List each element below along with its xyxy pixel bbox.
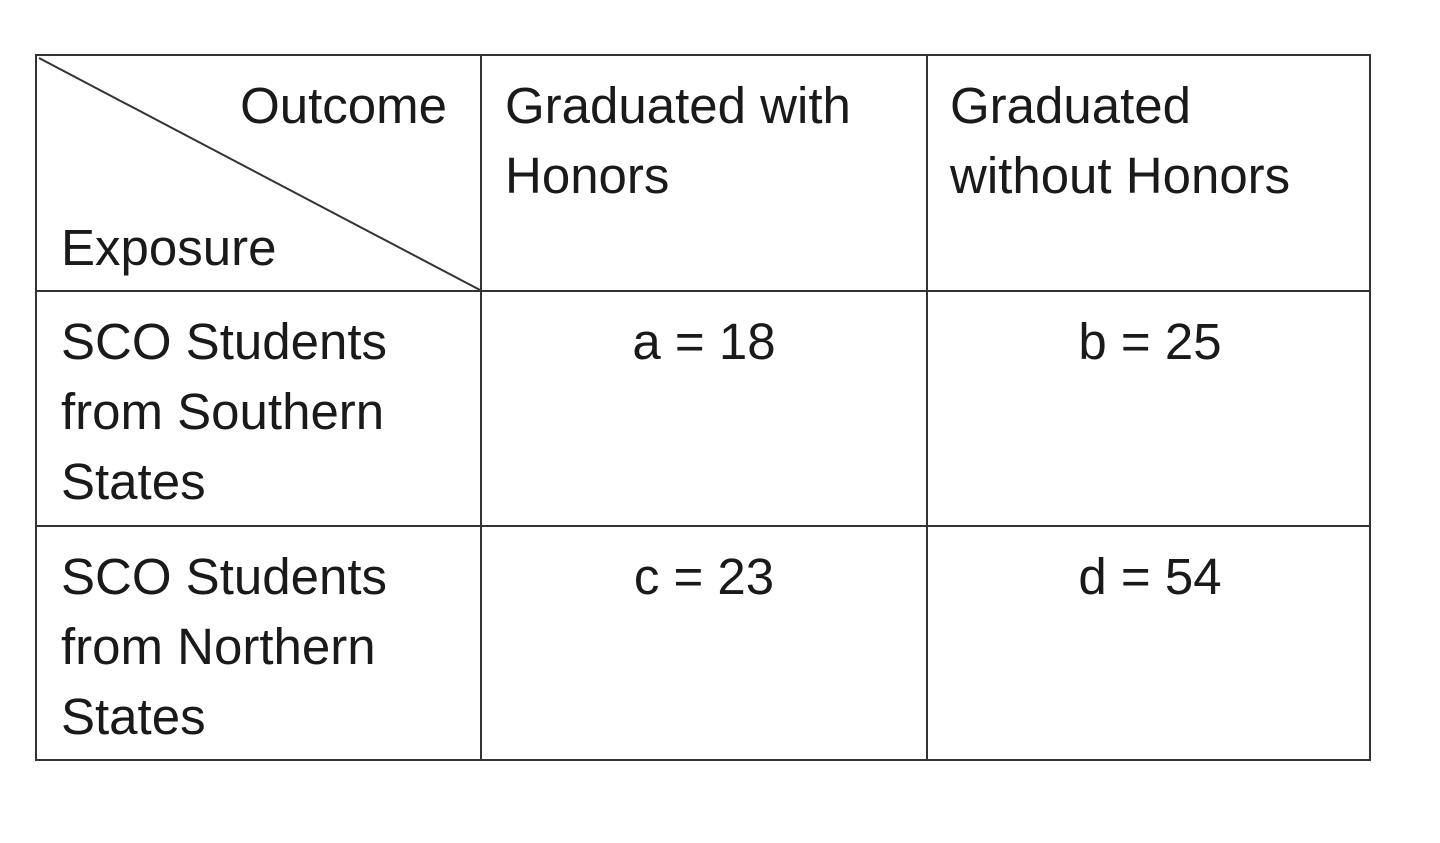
row-header-southern: SCO Students from Southern States [61,313,387,510]
column-divider [926,56,928,759]
row-header-northern: SCO Students from Northern States [61,548,387,745]
diagonal-divider [38,57,481,291]
row-divider [37,525,1369,527]
column-header-with-honors: Graduated with Honors [505,77,851,204]
cell-b: b = 25 [1078,313,1222,370]
cell-d: d = 54 [1078,548,1222,605]
cell-c: c = 23 [633,548,775,605]
corner-outcome-label: Outcome [240,77,447,134]
column-header-without-honors: Graduated without Honors [950,77,1291,204]
cell-a: a = 18 [632,313,776,370]
contingency-table: Outcome Exposure Graduated with Honors G… [35,54,1371,761]
column-divider [480,56,482,759]
row-divider [37,290,1369,292]
corner-exposure-label: Exposure [61,219,277,276]
